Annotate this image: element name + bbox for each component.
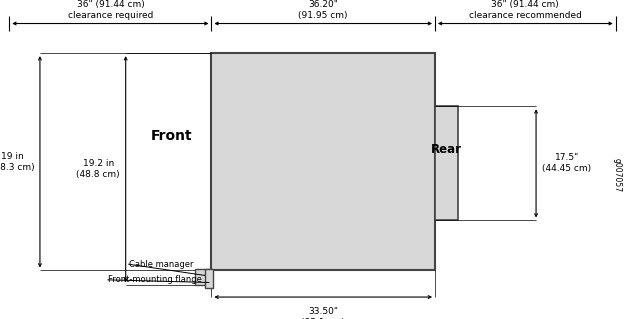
- Text: 33.50"
(85.1 cm): 33.50" (85.1 cm): [301, 307, 345, 319]
- Text: Front: Front: [151, 129, 192, 143]
- Bar: [205, 269, 212, 288]
- Text: Cable manager: Cable manager: [129, 260, 193, 269]
- Bar: [211, 53, 435, 271]
- Bar: [435, 106, 458, 220]
- Text: Rear: Rear: [431, 143, 462, 156]
- Text: 36.20"
(91.95 cm): 36.20" (91.95 cm): [299, 0, 348, 20]
- Text: 19 in
(48.3 cm): 19 in (48.3 cm): [0, 152, 34, 172]
- Text: 36" (91.44 cm)
clearance recommended: 36" (91.44 cm) clearance recommended: [469, 0, 582, 20]
- Text: g007057: g007057: [613, 158, 622, 192]
- Text: 36" (91.44 cm)
clearance required: 36" (91.44 cm) clearance required: [68, 0, 153, 20]
- Text: 17.5"
(44.45 cm): 17.5" (44.45 cm): [542, 153, 591, 174]
- Bar: [195, 269, 211, 285]
- Text: Front-mounting flange: Front-mounting flange: [108, 275, 202, 284]
- Text: 19.2 in
(48.8 cm): 19.2 in (48.8 cm): [76, 159, 120, 179]
